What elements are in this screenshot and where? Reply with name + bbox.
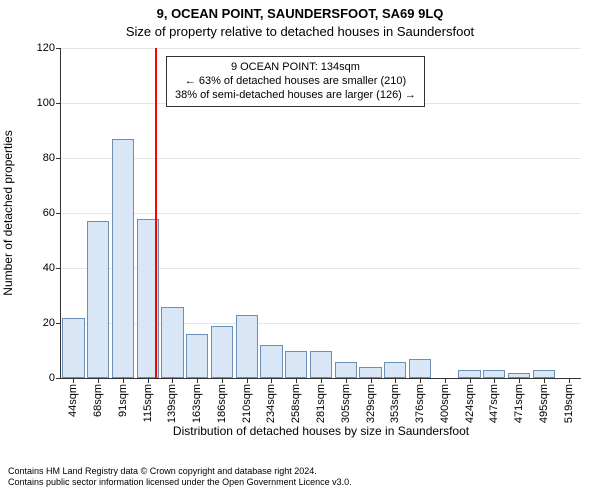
x-tick: 376sqm [414, 384, 426, 423]
x-tick: 68sqm [92, 384, 104, 417]
y-tick: 120 [37, 42, 55, 54]
chart-container: 9, OCEAN POINT, SAUNDERSFOOT, SA69 9LQ S… [0, 0, 600, 500]
y-tick: 0 [49, 372, 55, 384]
chart-title-address: 9, OCEAN POINT, SAUNDERSFOOT, SA69 9LQ [0, 6, 600, 21]
x-tick: 495sqm [538, 384, 550, 423]
y-tick: 100 [37, 97, 55, 109]
x-tick: 91sqm [117, 384, 129, 417]
x-tick: 210sqm [241, 384, 253, 423]
histogram-bar [310, 351, 332, 379]
histogram-bar [211, 326, 233, 378]
y-tick: 20 [43, 317, 55, 329]
footer-attribution: Contains HM Land Registry data © Crown c… [8, 466, 352, 489]
chart-subtitle: Size of property relative to detached ho… [0, 24, 600, 39]
y-tick: 60 [43, 207, 55, 219]
plot-area: 020406080100120 Number of detached prope… [60, 48, 581, 379]
x-tick: 139sqm [166, 384, 178, 423]
footer-line2: Contains public sector information licen… [8, 477, 352, 488]
x-tick: 115sqm [142, 384, 154, 422]
annotation-line1: 9 OCEAN POINT: 134sqm [175, 61, 416, 75]
annotation-line2: ← 63% of detached houses are smaller (21… [175, 75, 416, 89]
x-tick: 234sqm [265, 384, 277, 423]
x-tick: 471sqm [513, 384, 525, 423]
y-tick: 80 [43, 152, 55, 164]
x-tick: 424sqm [464, 384, 476, 423]
histogram-bar [260, 345, 282, 378]
histogram-bar [285, 351, 307, 379]
annotation-box: 9 OCEAN POINT: 134sqm ← 63% of detached … [166, 56, 425, 107]
histogram-bar [161, 307, 183, 379]
x-tick: 163sqm [191, 384, 203, 423]
histogram-bar [236, 315, 258, 378]
x-tick: 44sqm [67, 384, 79, 417]
histogram-bar [409, 359, 431, 378]
histogram-bar [62, 318, 84, 379]
x-tick: 305sqm [340, 384, 352, 423]
y-axis-label: Number of detached properties [1, 130, 15, 295]
histogram-bar [533, 370, 555, 378]
x-tick: 447sqm [488, 384, 500, 423]
histogram-bar [186, 334, 208, 378]
footer-line1: Contains HM Land Registry data © Crown c… [8, 466, 352, 477]
y-tick: 40 [43, 262, 55, 274]
x-tick: 400sqm [439, 384, 451, 423]
x-tick: 353sqm [389, 384, 401, 423]
histogram-bar [335, 362, 357, 379]
x-axis-label: Distribution of detached houses by size … [61, 424, 581, 438]
histogram-bar [112, 139, 134, 378]
annotation-line3: 38% of semi-detached houses are larger (… [175, 89, 416, 103]
x-tick: 186sqm [216, 384, 228, 423]
histogram-bar [359, 367, 381, 378]
x-tick: 519sqm [563, 384, 575, 423]
histogram-bar [87, 221, 109, 378]
x-tick: 281sqm [315, 384, 327, 423]
x-tick: 329sqm [365, 384, 377, 423]
x-tick: 258sqm [290, 384, 302, 423]
histogram-bar [384, 362, 406, 379]
histogram-bar [458, 370, 480, 378]
histogram-bar [483, 370, 505, 378]
property-marker-line [155, 48, 157, 378]
